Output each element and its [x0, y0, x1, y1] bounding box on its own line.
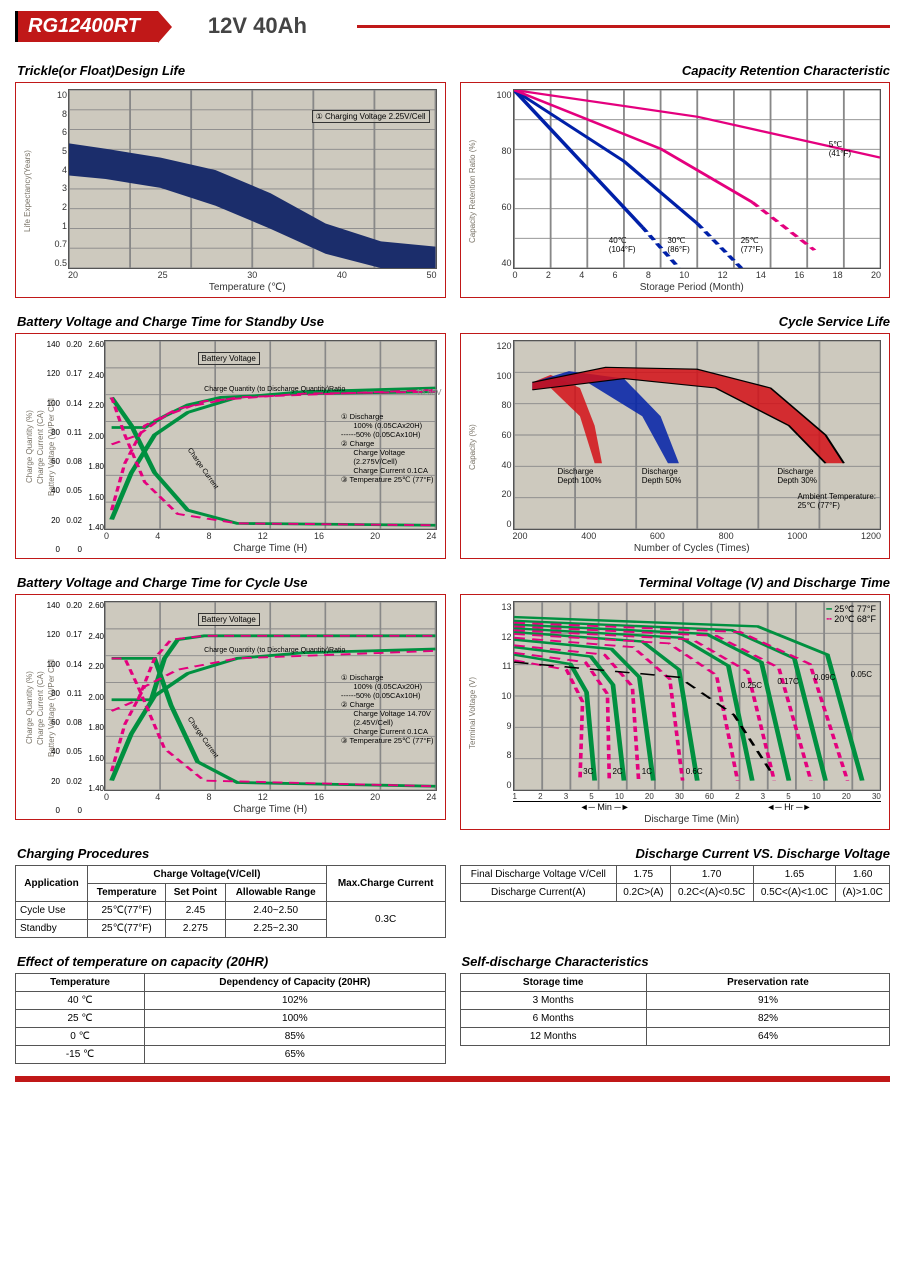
header: RG12400RT 12V 40Ah	[15, 10, 890, 42]
header-divider	[357, 25, 890, 28]
dt-chart: Terminal Voltage (V) 08910111213 ━ 25℃ 7…	[460, 594, 891, 830]
cu-xlabel: Charge Time (H)	[104, 804, 437, 815]
table-row: 40 ℃102%	[16, 992, 446, 1010]
standby-chart: Charge Quantity (%) Charge Current (CA) …	[15, 333, 446, 559]
th-app: Application	[16, 866, 88, 902]
cyclelife-title: Cycle Service Life	[462, 314, 891, 329]
standby-title: Battery Voltage and Charge Time for Stan…	[17, 314, 446, 329]
selfdis-title: Self-discharge Characteristics	[462, 954, 891, 969]
table-row: -15 ℃65%	[16, 1046, 446, 1064]
charging-table: Application Charge Voltage(V/Cell) Max.C…	[15, 865, 446, 938]
header-spec: 12V 40Ah	[208, 13, 307, 39]
cycleuse-chart: Charge Quantity (%) Charge Current (CA) …	[15, 594, 446, 820]
th-ar: Allowable Range	[225, 884, 326, 902]
th-temp: Temperature	[88, 884, 166, 902]
retention-chart: Capacity Retention Ratio (%) 406080100 4…	[460, 82, 891, 298]
table-row: 25 ℃100%	[16, 1010, 446, 1028]
trickle-xlabel: Temperature (℃)	[58, 282, 437, 293]
trickle-ylabel: Life Expectancy(Years)	[22, 89, 33, 293]
selfdis-table: Storage time Preservation rate 3 Months9…	[460, 973, 891, 1046]
retention-xlabel: Storage Period (Month)	[503, 282, 882, 293]
charging-title: Charging Procedures	[17, 846, 446, 861]
cyclelife-ylabel: Capacity (%)	[467, 340, 478, 554]
tempcap-table: Temperature Dependency of Capacity (20HR…	[15, 973, 446, 1064]
dt-title: Terminal Voltage (V) and Discharge Time	[462, 575, 891, 590]
dt-xsub-min: Min	[597, 802, 612, 812]
table-row: 12 Months64%	[460, 1028, 890, 1046]
cyclelife-chart: Capacity (%) 020406080100120 Discharge D…	[460, 333, 891, 559]
table-row: 3 Months91%	[460, 992, 890, 1010]
retention-title: Capacity Retention Characteristic	[462, 63, 891, 78]
dcdv-table: Final Discharge Voltage V/Cell 1.75 1.70…	[460, 865, 891, 902]
table-row: 0 ℃85%	[16, 1028, 446, 1046]
dcdv-r2h: Discharge Current(A)	[460, 884, 617, 902]
dcdv-title: Discharge Current VS. Discharge Voltage	[462, 846, 891, 861]
dt-xlabel: Discharge Time (Min)	[503, 814, 882, 825]
trickle-title: Trickle(or Float)Design Life	[17, 63, 446, 78]
footer-divider	[15, 1076, 890, 1082]
standby-xlabel: Charge Time (H)	[104, 543, 437, 554]
th-cv: Charge Voltage(V/Cell)	[88, 866, 327, 884]
th-sp: Set Point	[166, 884, 225, 902]
retention-ylabel: Capacity Retention Ratio (%)	[467, 89, 478, 293]
cycleuse-title: Battery Voltage and Charge Time for Cycl…	[17, 575, 446, 590]
th-max: Max.Charge Current	[326, 866, 445, 902]
model-number: RG12400RT	[15, 11, 158, 42]
table-row: 6 Months82%	[460, 1010, 890, 1028]
trickle-chart: Life Expectancy(Years) 0.50.7123456810 ①…	[15, 82, 446, 298]
cu-yl1: Charge Quantity (%)	[24, 601, 35, 815]
dcdv-r1h: Final Discharge Voltage V/Cell	[460, 866, 617, 884]
cyclelife-xlabel: Number of Cycles (Times)	[503, 543, 882, 554]
dt-xsub-hr: Hr	[784, 802, 794, 812]
tempcap-title: Effect of temperature on capacity (20HR)	[17, 954, 446, 969]
standby-yl1: Charge Quantity (%)	[24, 340, 35, 554]
table-row: Cycle Use 25℃(77°F) 2.45 2.40~2.50 0.3C	[16, 902, 446, 920]
dt-ylabel: Terminal Voltage (V)	[467, 601, 478, 825]
